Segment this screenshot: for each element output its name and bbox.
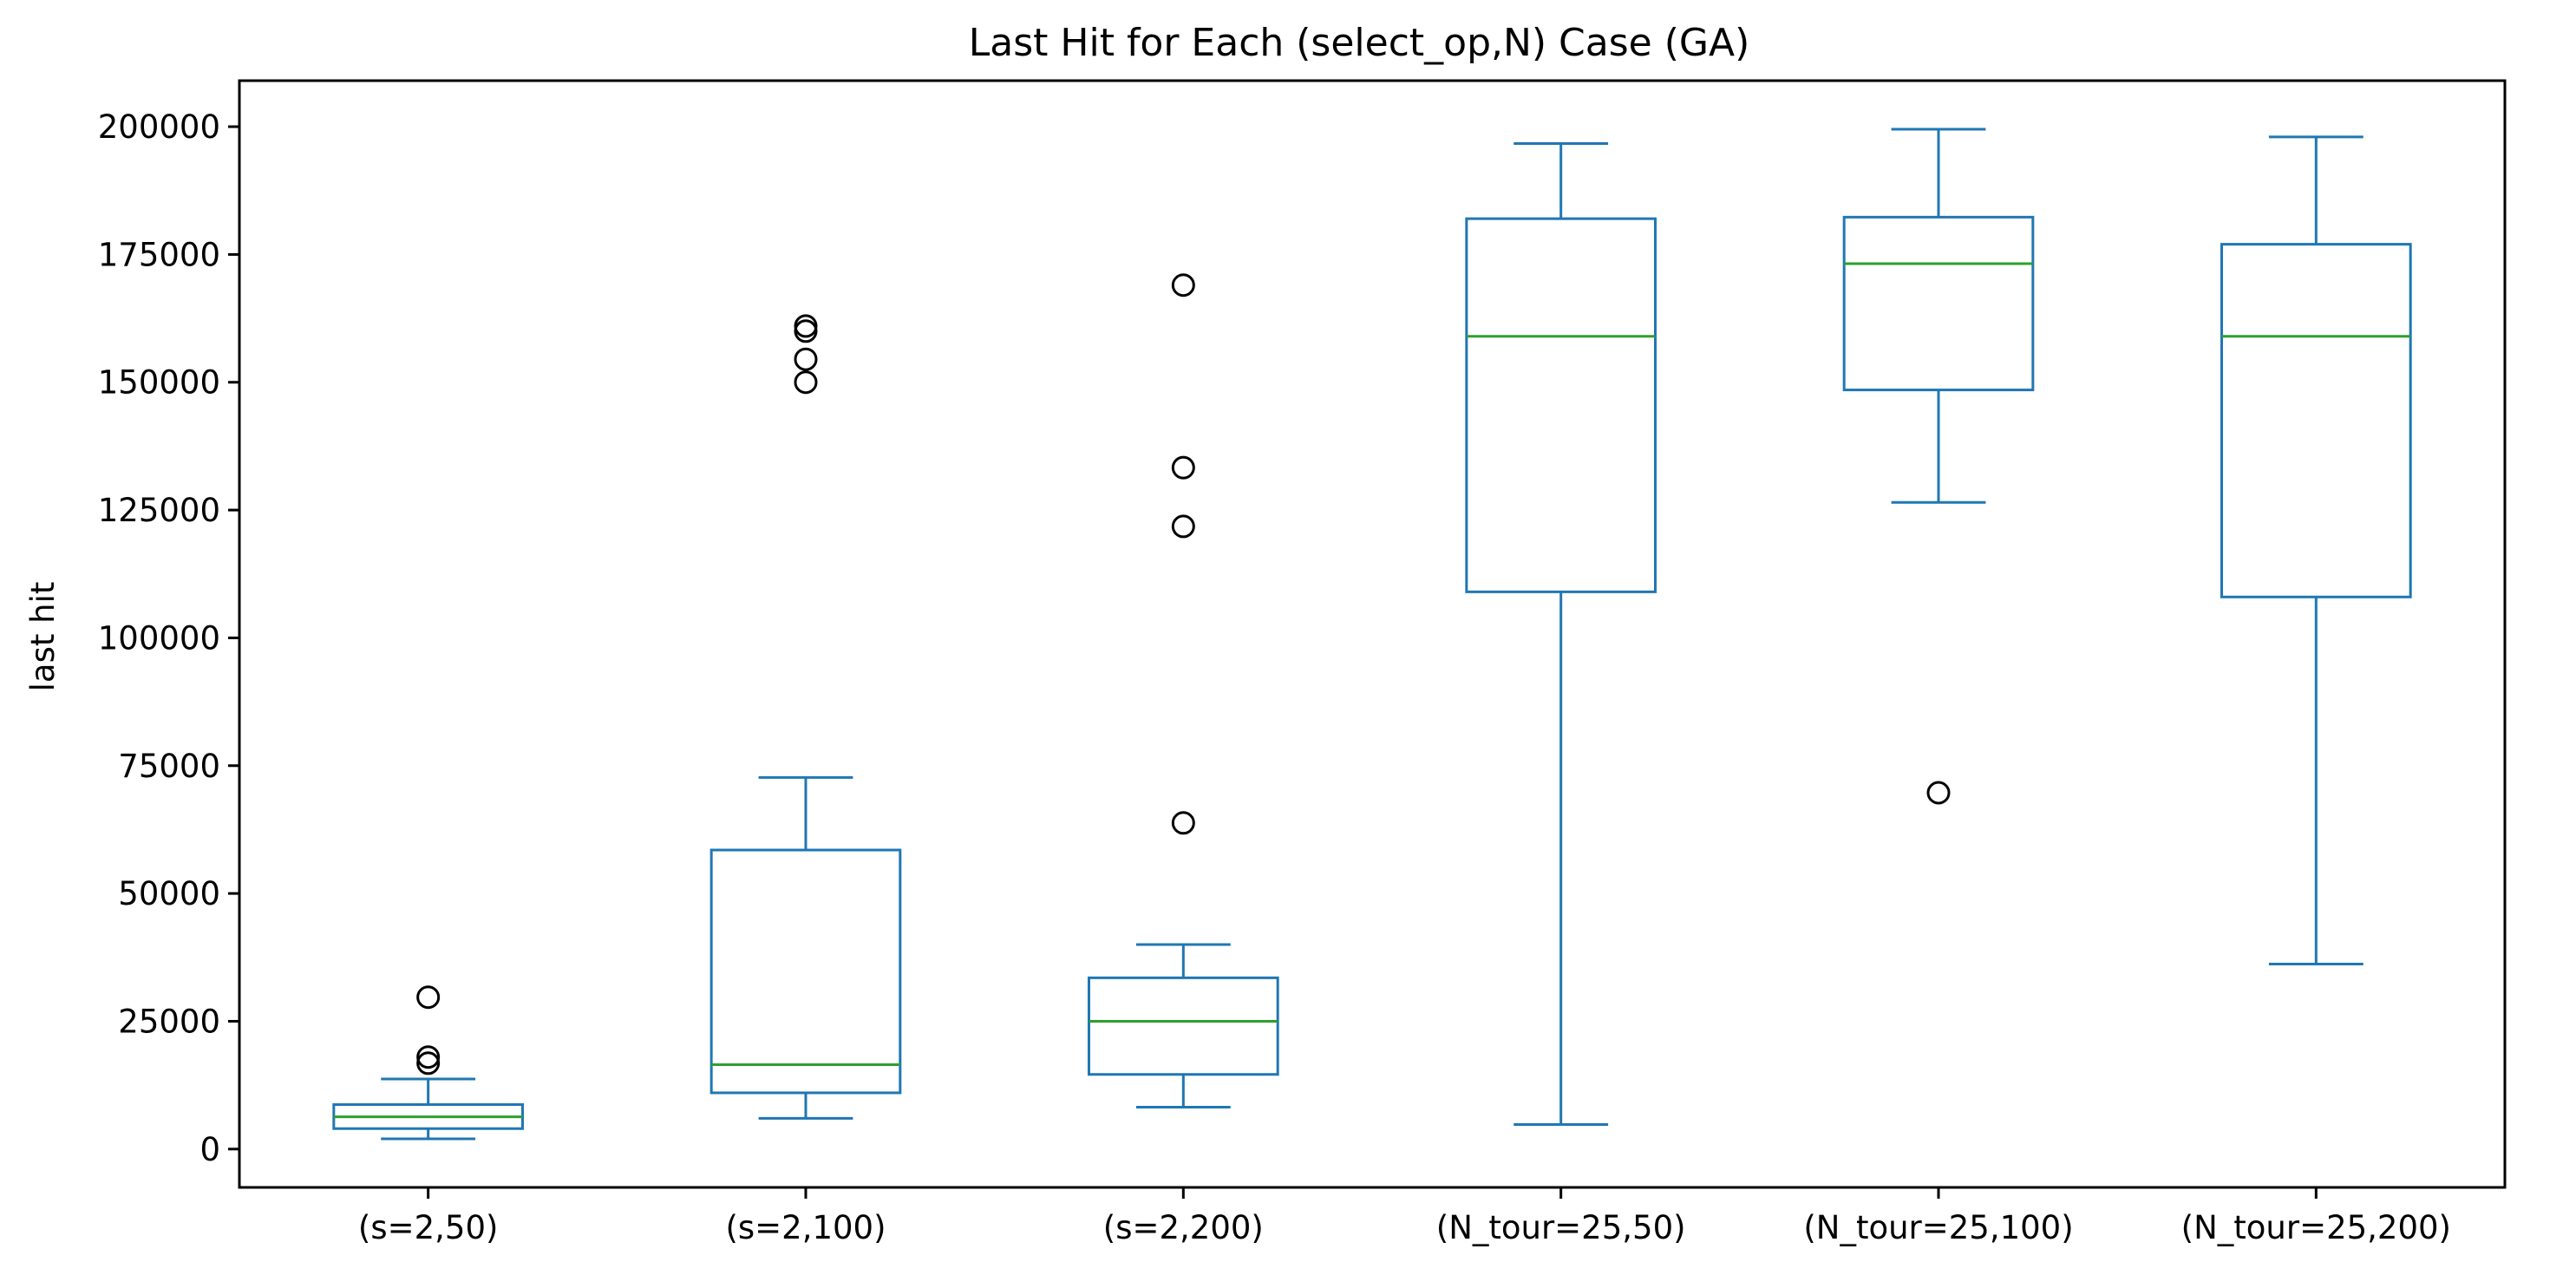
y-tick-label: 25000 bbox=[118, 1003, 220, 1040]
plot-area: 0 25000 50000 75000 100000 125000 150000 175000… bbox=[98, 108, 2451, 1246]
x-tick-label: (N_tour=25,100) bbox=[1803, 1209, 2073, 1246]
outlier-point bbox=[1171, 455, 1195, 480]
outlier-point bbox=[794, 347, 818, 371]
iqr-box bbox=[2220, 243, 2412, 598]
x-tick-label: (s=2,200) bbox=[1103, 1209, 1264, 1246]
outlier-point bbox=[1171, 811, 1195, 835]
y-tick-label: 100000 bbox=[98, 619, 220, 657]
outlier-point bbox=[416, 1045, 441, 1069]
outlier-point bbox=[416, 1051, 441, 1076]
iqr-box bbox=[1465, 217, 1657, 593]
y-tick-label: 200000 bbox=[98, 108, 220, 146]
outlier-point bbox=[794, 370, 818, 395]
iqr-box bbox=[709, 848, 902, 1095]
x-tick-label: (s=2,50) bbox=[358, 1209, 499, 1246]
outlier-point bbox=[1171, 273, 1195, 298]
x-tick-label: (s=2,100) bbox=[725, 1209, 886, 1246]
y-tick-label: 0 bbox=[199, 1131, 220, 1168]
y-tick-label: 150000 bbox=[98, 364, 220, 402]
outlier-point bbox=[416, 985, 441, 1010]
y-tick-label: 175000 bbox=[98, 236, 220, 273]
y-tick-label: 50000 bbox=[118, 875, 220, 912]
y-tick-label: 125000 bbox=[98, 492, 220, 529]
chart-title: Last Hit for Each (select_op,N) Case (GA… bbox=[969, 21, 1750, 65]
outlier-point bbox=[794, 314, 818, 338]
x-tick-label: (N_tour=25,50) bbox=[1436, 1209, 1686, 1246]
x-tick-label: (N_tour=25,200) bbox=[2181, 1209, 2451, 1246]
outlier-point bbox=[1926, 781, 1951, 805]
plot-frame bbox=[238, 79, 2507, 1189]
y-axis-label: last hit bbox=[24, 582, 62, 692]
outlier-point bbox=[1171, 514, 1195, 539]
iqr-box bbox=[1842, 215, 2035, 392]
iqr-box bbox=[1088, 976, 1279, 1076]
y-tick-label: 75000 bbox=[118, 748, 220, 785]
